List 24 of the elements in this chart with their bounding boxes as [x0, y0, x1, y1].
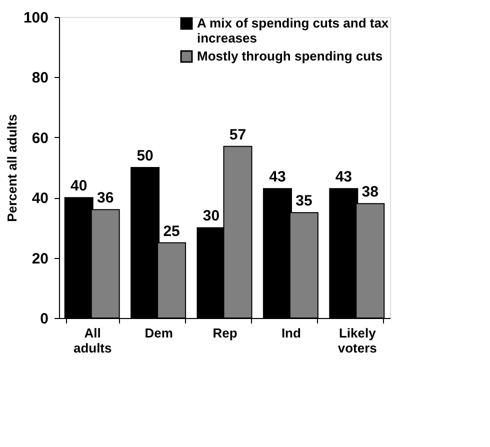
data-label: 35: [296, 192, 312, 210]
data-label: 50: [136, 148, 154, 164]
data-label: 30: [202, 208, 220, 225]
data-label: 43: [335, 168, 352, 186]
x-tick-label: All adults: [73, 326, 112, 356]
x-tick-label: Dem: [144, 326, 173, 340]
legend-label: Mostly through spending cuts: [197, 48, 383, 64]
data-label: 40: [70, 178, 88, 195]
data-label: 36: [96, 190, 114, 207]
y-tick-label: 0: [40, 310, 48, 328]
y-tick-label: 80: [32, 70, 48, 87]
y-tick-label: 20: [32, 250, 48, 268]
legend-label: A mix of spending cuts and tax increases: [197, 16, 390, 46]
data-label: 38: [362, 184, 378, 201]
y-tick-label: 60: [32, 130, 48, 147]
data-label: 25: [163, 222, 180, 240]
y-tick-label: 40: [32, 190, 48, 208]
x-tick-label: Rep: [212, 326, 238, 340]
y-tick-label: 100: [23, 10, 48, 26]
y-axis-title: Percent all adults: [4, 114, 20, 222]
x-tick-label: Ind: [281, 326, 302, 340]
data-label: 43: [269, 168, 286, 186]
x-tick-label: Likely voters: [338, 326, 377, 356]
data-label: 57: [229, 126, 246, 144]
